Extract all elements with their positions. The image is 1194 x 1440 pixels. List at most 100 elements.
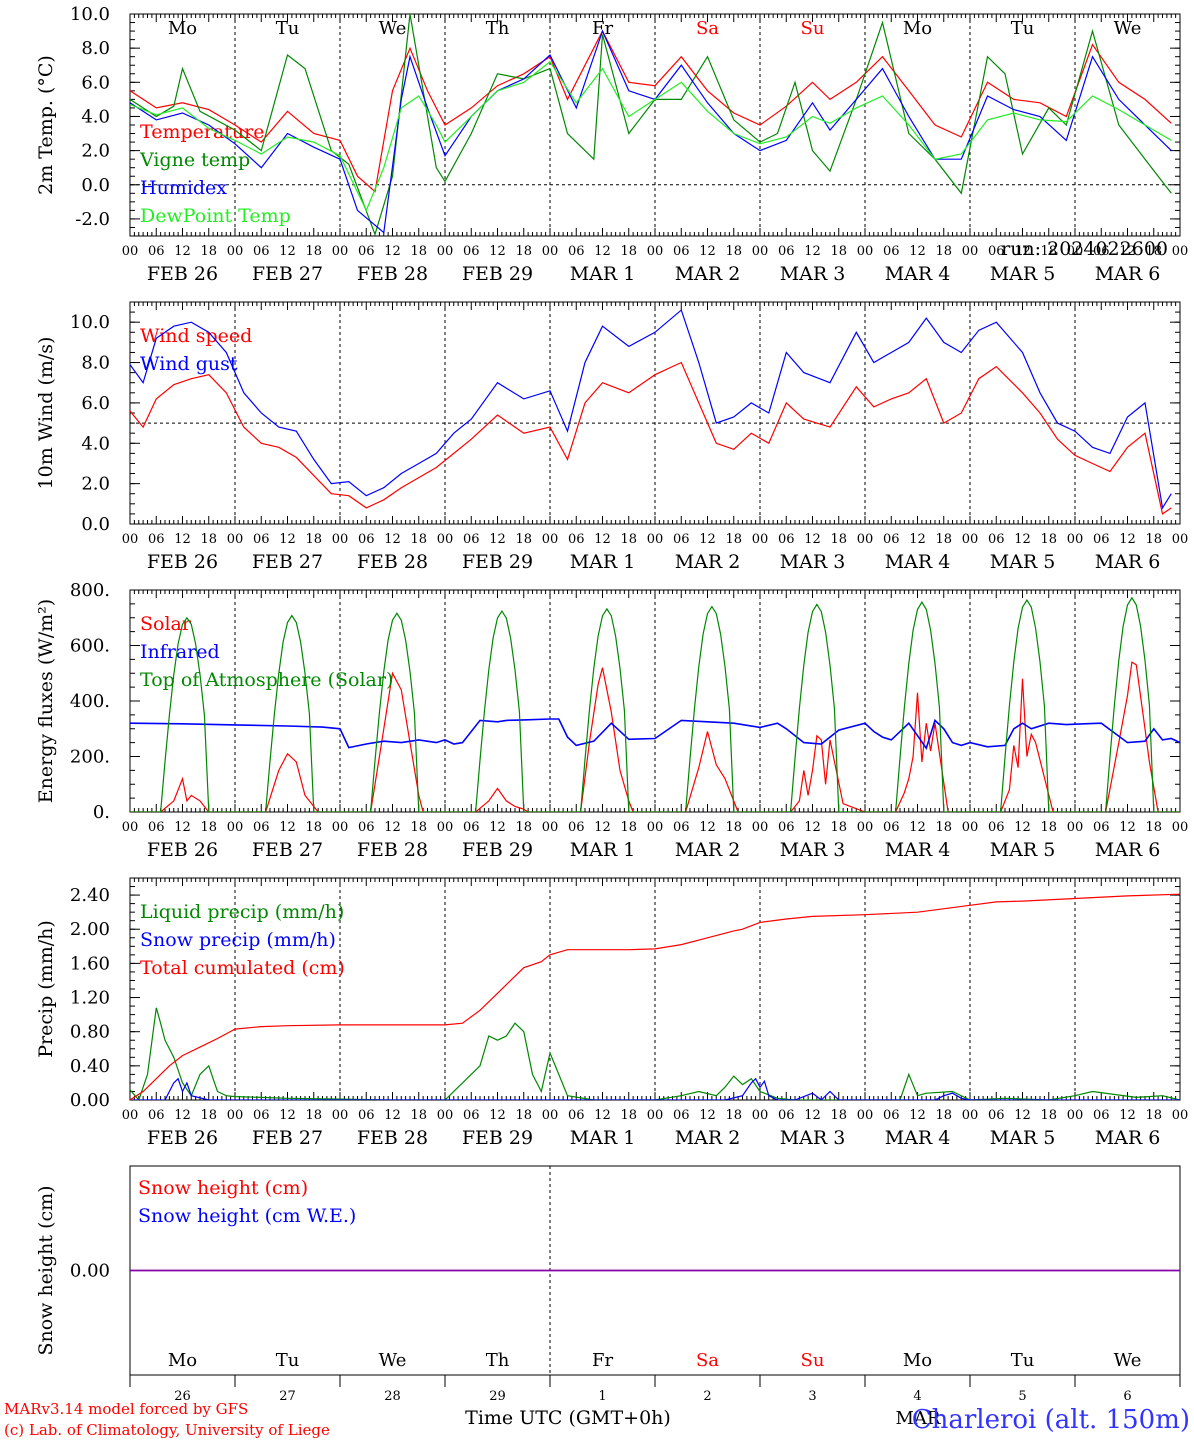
legend-temperature: Temperature (140, 121, 264, 143)
hour-label: 00 (332, 1108, 349, 1123)
date-label: MAR 3 (780, 263, 846, 285)
hour-label: 06 (673, 244, 690, 259)
legend-vigne-temp: Vigne temp (139, 149, 250, 171)
y-tick-label: 1.20 (70, 988, 110, 1009)
hour-label: 00 (857, 244, 874, 259)
hour-label: 12 (909, 1108, 926, 1123)
hour-label: 06 (778, 1108, 795, 1123)
date-label: MAR 5 (990, 839, 1056, 861)
station-label: Charleroi (alt. 150m) (912, 1405, 1190, 1435)
hour-label: 06 (358, 1108, 375, 1123)
hour-label: 06 (988, 532, 1005, 547)
y-tick-label: 6.0 (81, 72, 110, 93)
hour-label: 18 (620, 532, 637, 547)
legend-liquid-precip-mm-h: Liquid precip (mm/h) (140, 901, 344, 923)
hour-label: 00 (857, 1108, 874, 1123)
y-tick-label: 4.0 (81, 106, 110, 127)
hour-label: 00 (857, 820, 874, 835)
day-number-label: 5 (1018, 1389, 1026, 1404)
weekday-label: Tu (1011, 1350, 1035, 1371)
hour-label: 00 (1067, 820, 1084, 835)
y-tick-label: 0.0 (81, 514, 110, 535)
hour-label: 18 (410, 532, 427, 547)
weekday-label: Fr (592, 1350, 613, 1371)
hour-label: 00 (1067, 1108, 1084, 1123)
weekday-label: Tu (276, 1350, 300, 1371)
weekday-label: Mo (168, 18, 197, 39)
hour-label: 06 (883, 532, 900, 547)
hour-label: 12 (279, 1108, 296, 1123)
hour-label: 06 (1093, 532, 1110, 547)
hour-label: 12 (174, 532, 191, 547)
hour-label: 18 (620, 244, 637, 259)
hour-label: 06 (463, 532, 480, 547)
hour-label: 00 (962, 820, 979, 835)
y-tick-label: 4.0 (81, 433, 110, 454)
day-number-label: 28 (384, 1389, 401, 1404)
hour-label: 00 (962, 532, 979, 547)
panel-snow-height: 0.00 Snow height (cm) Snow height (cm) Snow… (35, 1165, 1181, 1404)
hour-label: 06 (463, 1108, 480, 1123)
hour-label: 06 (778, 820, 795, 835)
hour-label: 06 (988, 244, 1005, 259)
hour-label: 06 (883, 1108, 900, 1123)
legend-snow-precip-mm-h: Snow precip (mm/h) (140, 929, 336, 951)
x-axis-label: Time UTC (GMT+0h) (465, 1407, 671, 1429)
hour-label: 18 (1040, 244, 1057, 259)
hour-label: 12 (594, 532, 611, 547)
day-number-label: 4 (913, 1389, 921, 1404)
hour-label: 12 (1119, 532, 1136, 547)
hour-label: 00 (227, 1108, 244, 1123)
hour-label: 12 (804, 820, 821, 835)
hour-label: 06 (148, 532, 165, 547)
hour-label: 00 (122, 532, 139, 547)
hour-label: 00 (1067, 244, 1084, 259)
date-label: MAR 5 (990, 263, 1056, 285)
hour-label: 12 (174, 1108, 191, 1123)
series-line-total-cumulated-cm (130, 893, 1180, 1100)
hour-label: 06 (358, 532, 375, 547)
hour-label: 00 (437, 244, 454, 259)
weekday-label: Su (801, 1350, 825, 1371)
hour-label: 12 (594, 244, 611, 259)
y-axis-label: Energy fluxes (W/m²) (35, 599, 57, 803)
hour-label: 12 (279, 532, 296, 547)
date-label: FEB 29 (462, 263, 533, 285)
month-label: MAR (896, 1408, 941, 1429)
hour-label: 00 (1067, 532, 1084, 547)
hour-label: 18 (830, 820, 847, 835)
weekday-label: Su (801, 18, 825, 39)
hour-label: 00 (122, 244, 139, 259)
y-tick-label: 0.40 (70, 1056, 110, 1077)
hour-label: 12 (489, 244, 506, 259)
date-label: MAR 1 (570, 839, 636, 861)
hour-label: 06 (148, 820, 165, 835)
hour-label: 00 (542, 820, 559, 835)
hour-label: 18 (725, 244, 742, 259)
hour-label: 12 (699, 532, 716, 547)
hour-label: 12 (174, 820, 191, 835)
date-label: FEB 29 (462, 1127, 533, 1149)
hour-label: 00 (647, 244, 664, 259)
panel-energy-fluxes: 0. 200. 400. 600. 800. Energy fluxes (W/m²) So… (35, 580, 1188, 861)
run-label: run: 2024022600 (1001, 238, 1168, 260)
legend-wind-speed: Wind speed (140, 325, 252, 347)
day-number-label: 27 (279, 1389, 296, 1404)
hour-label: 06 (568, 820, 585, 835)
hour-label: 00 (752, 820, 769, 835)
hour-label: 06 (358, 244, 375, 259)
date-label: FEB 27 (252, 839, 323, 861)
legend-total-cumulated-cm: Total cumulated (cm) (140, 957, 345, 979)
hour-label: 06 (778, 244, 795, 259)
hour-label: 00 (1172, 1108, 1189, 1123)
y-axis-label: 2m Temp. (°C) (35, 55, 57, 195)
date-label: MAR 2 (675, 839, 741, 861)
hour-label: 06 (148, 244, 165, 259)
hour-label: 00 (227, 244, 244, 259)
hour-label: 06 (988, 1108, 1005, 1123)
hour-label: 00 (227, 532, 244, 547)
hour-label: 00 (332, 820, 349, 835)
hour-label: 00 (437, 1108, 454, 1123)
hour-label: 00 (332, 532, 349, 547)
hour-label: 12 (489, 820, 506, 835)
